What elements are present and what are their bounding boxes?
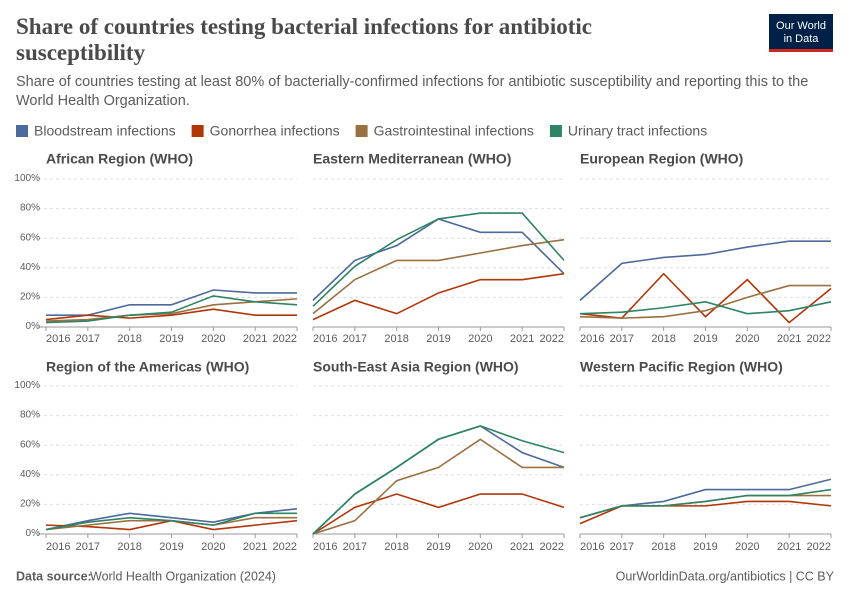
- x-tick-label: 2020: [201, 541, 225, 553]
- series-line: [312, 272, 565, 321]
- x-tick-label: 2021: [510, 333, 534, 345]
- series-line: [579, 272, 832, 324]
- x-tick-label: 2021: [510, 541, 534, 553]
- logo-text: in Data: [784, 33, 820, 45]
- x-tick-label: 2022: [273, 541, 297, 553]
- series-line: [579, 488, 832, 519]
- series-line: [579, 240, 831, 301]
- x-tick-label: 2016: [313, 333, 337, 345]
- x-tick-label: 2018: [117, 541, 141, 553]
- x-tick-label: 2022: [540, 333, 564, 345]
- y-tick-label: 0%: [26, 528, 41, 539]
- x-tick-label: 2018: [651, 333, 675, 345]
- x-tick-label: 2017: [610, 541, 634, 553]
- legend-label: Bloodstream infections: [34, 123, 176, 139]
- credit[interactable]: OurWorldinData.org/antibiotics | CC BY: [616, 569, 835, 583]
- series-line: [45, 308, 297, 321]
- x-tick-label: 2017: [76, 541, 100, 553]
- x-tick-label: 2017: [343, 333, 367, 345]
- x-tick-label: 2018: [651, 541, 675, 553]
- source-label: Data source:: [16, 569, 92, 583]
- y-tick-label: 40%: [20, 469, 40, 480]
- panel-title: Western Pacific Region (WHO): [580, 359, 783, 375]
- chart-title: Share of countries testing bacterial inf…: [16, 14, 592, 65]
- x-tick-label: 2016: [313, 541, 337, 553]
- x-tick-label: 2018: [384, 333, 408, 345]
- y-tick-label: 40%: [20, 262, 40, 273]
- series-line: [45, 295, 298, 324]
- x-tick-label: 2016: [46, 333, 70, 345]
- legend-swatch: [191, 125, 204, 137]
- x-tick-label: 2020: [735, 333, 759, 345]
- series-line: [312, 212, 565, 307]
- x-tick-label: 2019: [159, 333, 183, 345]
- legend-label: Gastrointestinal infections: [374, 123, 534, 139]
- x-tick-label: 2019: [693, 333, 717, 345]
- y-tick-label: 0%: [26, 321, 41, 332]
- subtitle: Share of countries testing at least 80% …: [16, 74, 808, 109]
- x-tick-label: 2017: [76, 333, 100, 345]
- x-tick-label: 2022: [273, 333, 297, 345]
- panel-title: Region of the Americas (WHO): [46, 359, 249, 375]
- x-tick-label: 2022: [807, 333, 831, 345]
- x-tick-label: 2018: [117, 333, 141, 345]
- x-tick-label: 2020: [201, 333, 225, 345]
- legend-swatch: [549, 125, 562, 137]
- x-tick-label: 2022: [807, 541, 831, 553]
- panel-title: Eastern Mediterranean (WHO): [313, 151, 511, 167]
- series-line: [579, 301, 832, 315]
- x-tick-label: 2021: [243, 541, 267, 553]
- x-tick-label: 2017: [610, 333, 634, 345]
- x-tick-label: 2019: [693, 541, 717, 553]
- x-tick-label: 2020: [468, 333, 492, 345]
- x-tick-label: 2017: [343, 541, 367, 553]
- source: World Health Organization (2024): [90, 569, 276, 583]
- series-line: [312, 425, 565, 535]
- legend-swatch: [16, 125, 28, 137]
- x-tick-label: 2020: [735, 541, 759, 553]
- series-line: [312, 438, 564, 535]
- y-tick-label: 80%: [20, 203, 40, 214]
- logo[interactable]: [769, 14, 833, 52]
- y-tick-label: 80%: [20, 410, 40, 421]
- x-tick-label: 2016: [580, 541, 604, 553]
- x-tick-label: 2018: [384, 541, 408, 553]
- series-line: [579, 478, 832, 519]
- series-line: [579, 284, 831, 319]
- panel-title: European Region (WHO): [580, 151, 743, 167]
- y-tick-label: 20%: [20, 292, 40, 303]
- logo-text: Our World: [776, 20, 826, 32]
- x-tick-label: 2019: [159, 541, 183, 553]
- x-tick-label: 2021: [777, 541, 801, 553]
- x-tick-label: 2019: [426, 541, 450, 553]
- legend-swatch: [355, 125, 368, 137]
- y-tick-label: 60%: [20, 439, 40, 450]
- panel-title: South-East Asia Region (WHO): [313, 359, 519, 375]
- x-tick-label: 2021: [777, 333, 801, 345]
- legend-label: Gonorrhea infections: [210, 123, 340, 139]
- x-tick-label: 2022: [540, 541, 564, 553]
- x-tick-label: 2019: [426, 333, 450, 345]
- x-tick-label: 2021: [243, 333, 267, 345]
- series-line: [45, 512, 297, 531]
- logo-bar: [769, 49, 833, 52]
- x-tick-label: 2020: [468, 541, 492, 553]
- x-tick-label: 2016: [580, 333, 604, 345]
- y-tick-label: 100%: [14, 173, 40, 184]
- series-line: [312, 493, 565, 535]
- y-tick-label: 60%: [20, 232, 40, 243]
- legend-label: Urinary tract infections: [568, 123, 707, 139]
- y-tick-label: 100%: [14, 380, 40, 391]
- x-tick-label: 2016: [46, 541, 70, 553]
- y-tick-label: 20%: [20, 499, 40, 510]
- panel-title: African Region (WHO): [46, 151, 193, 167]
- series-line: [312, 238, 565, 315]
